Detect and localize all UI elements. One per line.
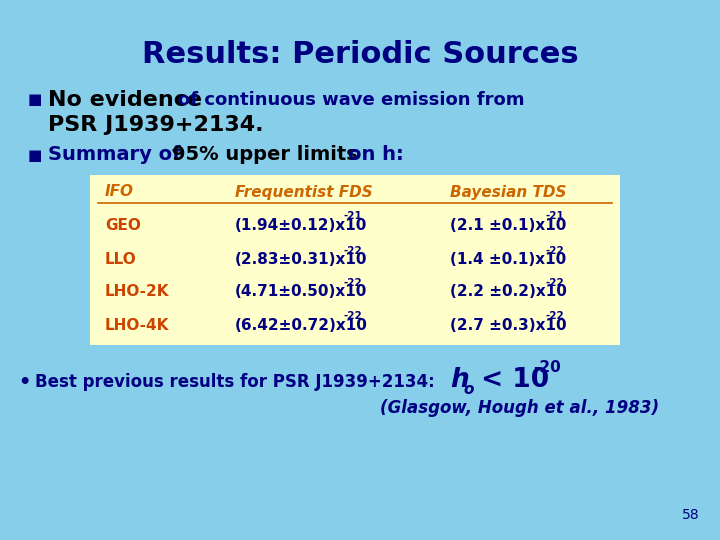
Text: o: o <box>463 381 474 396</box>
Text: (1.94±0.12)x10: (1.94±0.12)x10 <box>235 218 367 233</box>
Text: -22: -22 <box>545 311 564 321</box>
Text: -22: -22 <box>545 246 564 256</box>
Text: -22: -22 <box>343 311 361 321</box>
Text: (4.71±0.50)x10: (4.71±0.50)x10 <box>235 285 367 300</box>
Text: < 10: < 10 <box>472 367 549 393</box>
Text: Summary of: Summary of <box>48 145 181 165</box>
Text: (Glasgow, Hough et al., 1983): (Glasgow, Hough et al., 1983) <box>380 399 659 417</box>
Text: PSR J1939+2134.: PSR J1939+2134. <box>48 115 264 135</box>
Text: -20: -20 <box>533 360 561 375</box>
Text: h: h <box>450 367 469 393</box>
Text: (1.4 ±0.1)x10: (1.4 ±0.1)x10 <box>450 253 566 267</box>
Text: LHO-2K: LHO-2K <box>105 285 169 300</box>
Text: No evidence: No evidence <box>48 90 202 110</box>
Text: (2.7 ±0.3)x10: (2.7 ±0.3)x10 <box>450 318 567 333</box>
Text: ■: ■ <box>28 92 42 107</box>
Text: (6.42±0.72)x10: (6.42±0.72)x10 <box>235 318 368 333</box>
Text: -22: -22 <box>343 278 361 288</box>
Text: -21: -21 <box>343 211 361 221</box>
Text: 95% upper limits: 95% upper limits <box>172 145 358 165</box>
Text: -22: -22 <box>545 278 564 288</box>
Text: on h:: on h: <box>348 145 404 165</box>
Text: (2.83±0.31)x10: (2.83±0.31)x10 <box>235 253 367 267</box>
Text: ■: ■ <box>28 147 42 163</box>
Text: IFO: IFO <box>105 185 134 199</box>
Text: (2.2 ±0.2)x10: (2.2 ±0.2)x10 <box>450 285 567 300</box>
Text: •: • <box>18 373 30 392</box>
Text: of continuous wave emission from: of continuous wave emission from <box>178 91 524 109</box>
Text: LHO-4K: LHO-4K <box>105 318 169 333</box>
Text: -22: -22 <box>343 246 361 256</box>
Text: (2.1 ±0.1)x10: (2.1 ±0.1)x10 <box>450 218 567 233</box>
Text: Frequentist FDS: Frequentist FDS <box>235 185 373 199</box>
Text: LLO: LLO <box>105 253 137 267</box>
FancyBboxPatch shape <box>90 175 620 345</box>
Text: Results: Periodic Sources: Results: Periodic Sources <box>142 40 578 69</box>
Text: Best previous results for PSR J1939+2134:: Best previous results for PSR J1939+2134… <box>35 373 435 391</box>
Text: GEO: GEO <box>105 218 141 233</box>
Text: 58: 58 <box>683 508 700 522</box>
Text: Bayesian TDS: Bayesian TDS <box>450 185 567 199</box>
Text: -21: -21 <box>545 211 564 221</box>
